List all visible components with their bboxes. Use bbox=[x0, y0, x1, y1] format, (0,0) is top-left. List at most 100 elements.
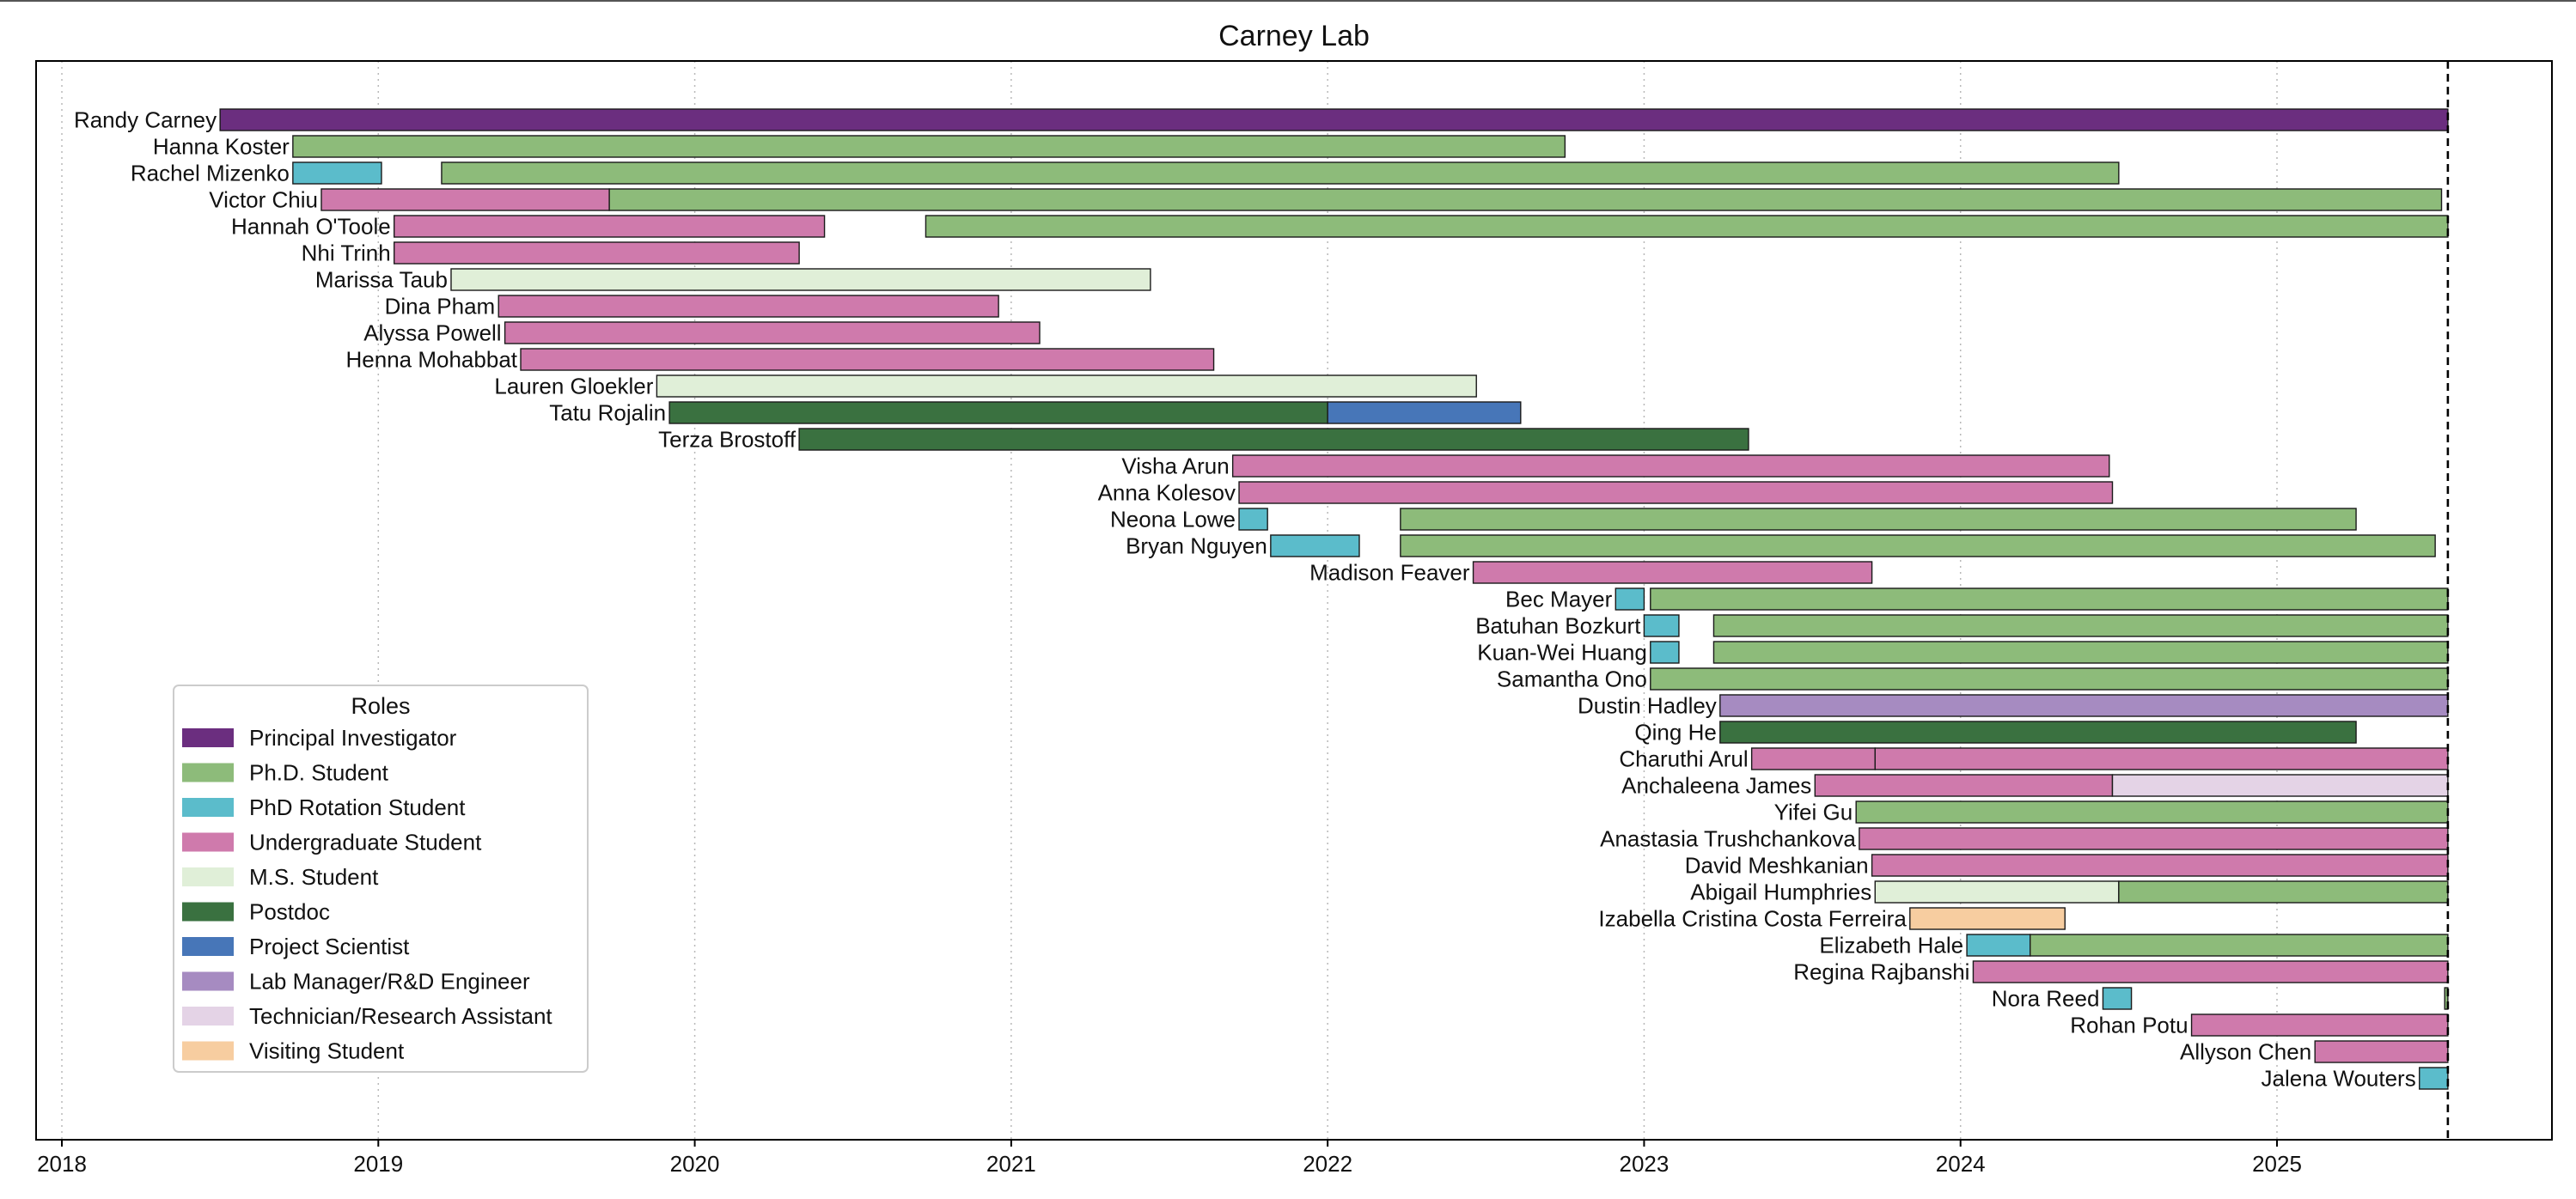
legend-swatch-principal-investigator bbox=[182, 728, 234, 747]
bar-yifei-gu-1 bbox=[1855, 800, 2449, 824]
bar-dustin-hadley-1 bbox=[1719, 694, 2449, 717]
legend-title: Roles bbox=[351, 693, 410, 719]
x-tick-label-2025: 2025 bbox=[2252, 1151, 2302, 1177]
label-samantha-ono: Samantha Ono bbox=[1497, 666, 1647, 692]
x-tick-label-2023: 2023 bbox=[1620, 1151, 1670, 1177]
x-tick-label-2019: 2019 bbox=[353, 1151, 403, 1177]
label-dustin-hadley: Dustin Hadley bbox=[1578, 693, 1717, 719]
label-visha-arun: Visha Arun bbox=[1121, 453, 1229, 479]
bar-abigail-humphries-1 bbox=[1874, 880, 2120, 904]
legend-label-m-s-student: M.S. Student bbox=[249, 864, 379, 890]
bar-anastasia-trushchankova-1 bbox=[1859, 827, 2449, 850]
label-izabella-cristina-costa-ferreira: Izabella Cristina Costa Ferreira bbox=[1598, 906, 1907, 932]
label-madison-feaver: Madison Feaver bbox=[1309, 560, 1470, 586]
bar-lauren-gloekler-1 bbox=[656, 374, 1477, 398]
label-yifei-gu: Yifei Gu bbox=[1774, 800, 1853, 825]
bar-hannah-o-toole-1 bbox=[394, 215, 826, 238]
bar-bec-mayer-1 bbox=[1615, 587, 1645, 611]
label-anchaleena-james: Anchaleena James bbox=[1621, 773, 1811, 799]
label-lauren-gloekler: Lauren Gloekler bbox=[494, 374, 653, 399]
legend-box bbox=[173, 685, 589, 1073]
label-regina-rajbanshi: Regina Rajbanshi bbox=[1793, 959, 1969, 985]
bar-henna-mohabbat-1 bbox=[520, 348, 1215, 371]
bar-rachel-mizenko-2 bbox=[441, 161, 2120, 185]
bar-charuthi-arul-2 bbox=[1874, 747, 2449, 770]
bar-visha-arun-1 bbox=[1231, 454, 2110, 478]
bar-bryan-nguyen-2 bbox=[1400, 534, 2436, 557]
bar-elizabeth-hale-1 bbox=[1966, 934, 2031, 957]
label-hanna-koster: Hanna Koster bbox=[153, 134, 290, 160]
label-nhi-trinh: Nhi Trinh bbox=[302, 240, 391, 266]
bar-tatu-rojalin-2 bbox=[1327, 401, 1522, 424]
legend-swatch-m-s-student bbox=[182, 867, 234, 886]
bar-jalena-wouters-1 bbox=[2419, 1067, 2449, 1090]
label-anna-kolesov: Anna Kolesov bbox=[1098, 480, 1236, 506]
bar-regina-rajbanshi-1 bbox=[1972, 960, 2449, 983]
label-terza-brostoff: Terza Brostoff bbox=[658, 427, 797, 453]
bar-victor-chiu-2 bbox=[608, 188, 2443, 211]
bar-nhi-trinh-1 bbox=[394, 241, 800, 265]
bar-batuhan-bozkurt-1 bbox=[1643, 614, 1680, 637]
label-rachel-mizenko: Rachel Mizenko bbox=[131, 161, 290, 186]
bar-alyssa-powell-1 bbox=[504, 321, 1041, 344]
bar-david-meshkanian-1 bbox=[1871, 854, 2449, 877]
label-neona-lowe: Neona Lowe bbox=[1110, 507, 1236, 533]
bar-victor-chiu-1 bbox=[320, 188, 610, 211]
label-rohan-potu: Rohan Potu bbox=[2070, 1013, 2188, 1038]
bar-hannah-o-toole-2 bbox=[925, 215, 2449, 238]
bar-anna-kolesov-1 bbox=[1238, 481, 2114, 504]
x-tick-label-2024: 2024 bbox=[1936, 1151, 1986, 1177]
legend-swatch-project-scientist bbox=[182, 937, 234, 956]
bar-anchaleena-james-2 bbox=[2111, 774, 2449, 797]
legend-label-principal-investigator: Principal Investigator bbox=[249, 725, 457, 751]
label-alyssa-powell: Alyssa Powell bbox=[363, 320, 501, 346]
bar-nora-reed-1 bbox=[2102, 987, 2133, 1010]
bar-kuan-wei-huang-1 bbox=[1650, 641, 1680, 664]
bar-elizabeth-hale-2 bbox=[2030, 934, 2449, 957]
label-abigail-humphries: Abigail Humphries bbox=[1690, 879, 1871, 905]
label-qing-he: Qing He bbox=[1634, 720, 1716, 746]
legend-label-postdoc: Postdoc bbox=[249, 899, 330, 925]
label-randy-carney: Randy Carney bbox=[74, 107, 217, 133]
label-nora-reed: Nora Reed bbox=[1992, 986, 2100, 1012]
bar-marissa-taub-1 bbox=[450, 268, 1151, 291]
legend-swatch-postdoc bbox=[182, 902, 234, 922]
label-batuhan-bozkurt: Batuhan Bozkurt bbox=[1475, 613, 1641, 639]
label-victor-chiu: Victor Chiu bbox=[209, 187, 318, 213]
legend-label-lab-manager-r-d-engineer: Lab Manager/R&D Engineer bbox=[249, 969, 530, 995]
label-charuthi-arul: Charuthi Arul bbox=[1619, 746, 1748, 772]
bar-batuhan-bozkurt-2 bbox=[1712, 614, 2449, 637]
legend-swatch-technician-research-assistant bbox=[182, 1007, 234, 1026]
label-jalena-wouters: Jalena Wouters bbox=[2262, 1066, 2416, 1092]
bar-charuthi-arul-1 bbox=[1750, 747, 1876, 770]
legend-swatch-lab-manager-r-d-engineer bbox=[182, 971, 234, 991]
x-tick-label-2018: 2018 bbox=[37, 1151, 87, 1177]
x-tick-label-2022: 2022 bbox=[1303, 1151, 1352, 1177]
bar-kuan-wei-huang-2 bbox=[1712, 641, 2449, 664]
window-top-border bbox=[0, 0, 2576, 2]
bar-bec-mayer-2 bbox=[1650, 587, 2449, 611]
legend-swatch-visiting-student bbox=[182, 1041, 234, 1061]
bar-bryan-nguyen-1 bbox=[1270, 534, 1360, 557]
bar-nora-reed-2 bbox=[2444, 987, 2449, 1010]
label-allyson-chen: Allyson Chen bbox=[2180, 1039, 2311, 1065]
label-elizabeth-hale: Elizabeth Hale bbox=[1819, 933, 1963, 959]
bar-rohan-potu-1 bbox=[2190, 1013, 2449, 1037]
x-tick-label-2020: 2020 bbox=[670, 1151, 720, 1177]
bar-neona-lowe-2 bbox=[1400, 508, 2357, 531]
bar-tatu-rojalin-1 bbox=[668, 401, 1328, 424]
legend-swatch-ph-d-student bbox=[182, 763, 234, 782]
label-bryan-nguyen: Bryan Nguyen bbox=[1126, 533, 1267, 559]
legend-label-project-scientist: Project Scientist bbox=[249, 934, 410, 959]
label-bec-mayer: Bec Mayer bbox=[1505, 587, 1613, 612]
x-tick-label-2021: 2021 bbox=[986, 1151, 1036, 1177]
legend-label-ph-d-student: Ph.D. Student bbox=[249, 760, 389, 786]
bar-allyson-chen-1 bbox=[2314, 1040, 2449, 1063]
legend-label-technician-research-assistant: Technician/Research Assistant bbox=[249, 1003, 552, 1029]
label-hannah-o-toole: Hannah O'Toole bbox=[231, 214, 391, 240]
legend-swatch-phd-rotation-student bbox=[182, 798, 234, 817]
label-marissa-taub: Marissa Taub bbox=[315, 267, 448, 293]
bar-randy-carney-1 bbox=[219, 108, 2449, 131]
label-tatu-rojalin: Tatu Rojalin bbox=[549, 400, 666, 426]
